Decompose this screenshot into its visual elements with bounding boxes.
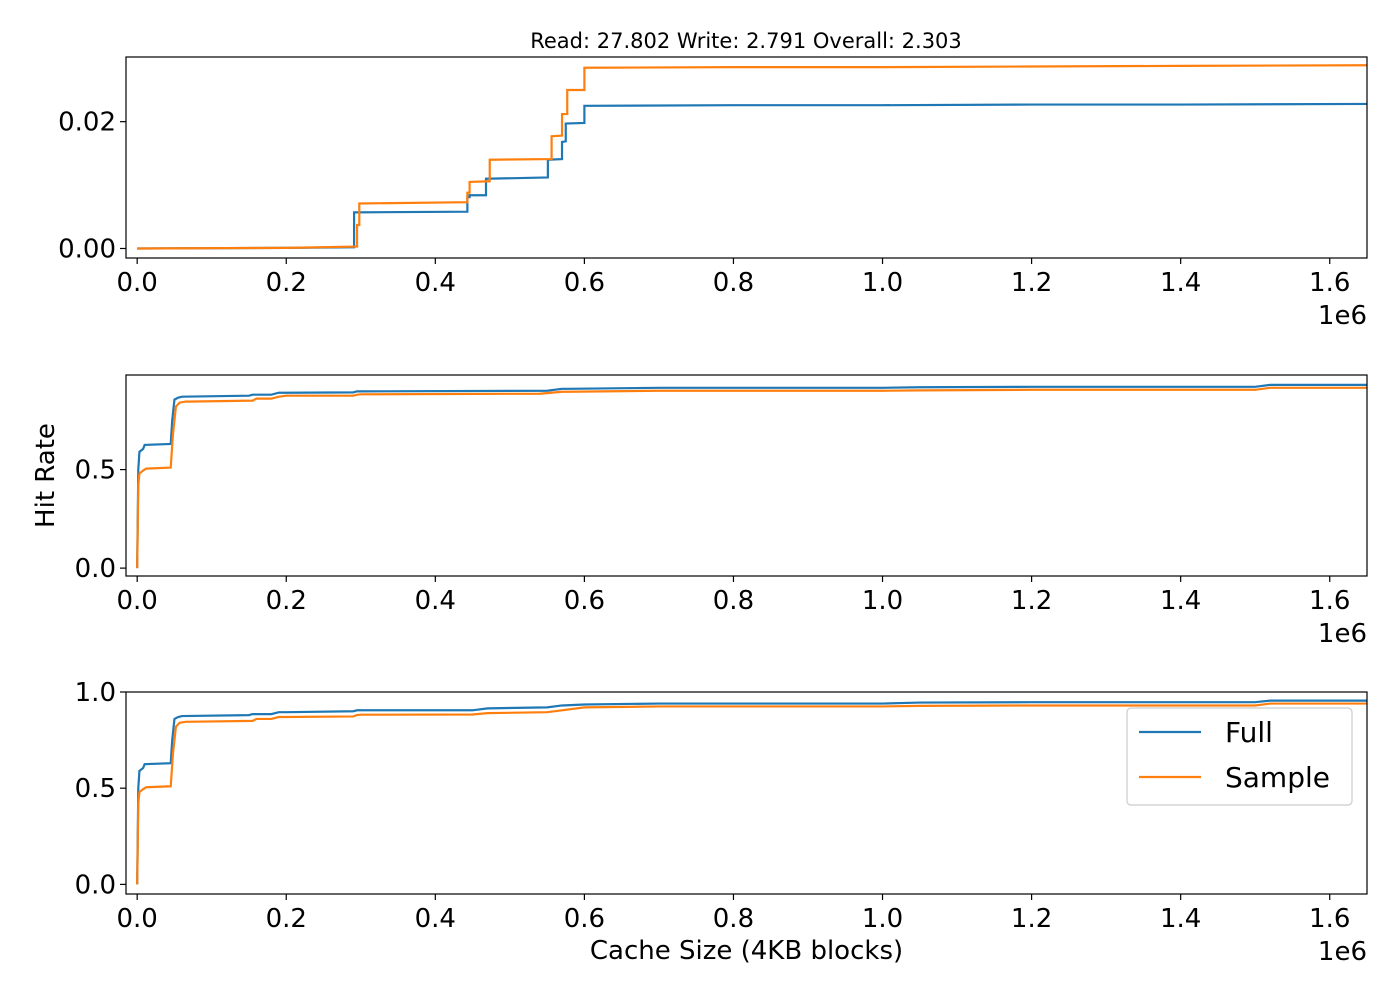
x-axis-label: Cache Size (4KB blocks) (590, 936, 903, 966)
x-tick-label: 1.4 (1160, 904, 1201, 934)
x-tick-label: 1.2 (1011, 268, 1052, 298)
axes-frame (125, 691, 1368, 895)
plot-area (137, 64, 1367, 250)
series-line-full (137, 102, 1367, 250)
plot-area (136, 699, 1367, 885)
x-tick-label: 0.4 (415, 904, 456, 934)
y-axis-label: Hit Rate (31, 423, 61, 528)
chart-title: Read: 27.802 Write: 2.791 Overall: 2.303 (530, 29, 962, 53)
legend: Full Sample (1126, 707, 1353, 806)
x-tick-label: 1.4 (1160, 268, 1201, 298)
axes-frame (125, 374, 1368, 577)
x-tick-label: 0.2 (266, 904, 307, 934)
x-tick-label: 0.0 (117, 904, 158, 934)
y-tick-label: 0.00 (58, 234, 116, 264)
series-line-sample (136, 702, 1367, 885)
x-tick-label: 0.6 (564, 904, 605, 934)
x-tick-label: 0.6 (564, 268, 605, 298)
x-tick-label: 1.0 (862, 586, 903, 616)
x-tick-label: 1.6 (1309, 586, 1350, 616)
x-tick-label: 1.6 (1309, 268, 1350, 298)
x-tick-label: 0.8 (713, 586, 754, 616)
x-offset-label: 1e6 (1318, 619, 1367, 649)
middle-panel-hit-rate-chart: 0.0 0.2 0.4 0.6 0.8 1.0 1.2 1.4 1.6 0.0 0.5 1e6 Hit … (31, 374, 1368, 649)
top-panel-cost-chart: 0.0 0.2 0.4 0.6 0.8 1.0 1.2 1.4 1.6 0.00 0.02 1e6 (58, 56, 1368, 331)
x-offset-label: 1e6 (1318, 301, 1367, 331)
legend-label: Sample (1225, 761, 1330, 794)
x-tick-label: 1.2 (1011, 904, 1052, 934)
bottom-panel-hit-rate-chart: 0.0 0.2 0.4 0.6 0.8 1.0 1.2 1.4 1.6 0.0 0.5 1.0 1e6 C… (75, 678, 1368, 967)
y-tick-label: 0.02 (58, 108, 116, 138)
x-tick-label: 0.2 (266, 268, 307, 298)
x-tick-label: 1.2 (1011, 586, 1052, 616)
legend-label: Full (1225, 716, 1273, 749)
axes-frame (125, 56, 1368, 259)
series-line-sample (136, 386, 1367, 569)
y-tick-label: 0.0 (75, 554, 116, 584)
x-tick-label: 0.4 (415, 586, 456, 616)
x-tick-label: 1.6 (1309, 904, 1350, 934)
y-tick-label: 0.0 (75, 870, 116, 900)
x-tick-label: 0.4 (415, 268, 456, 298)
x-tick-label: 0.6 (564, 586, 605, 616)
x-tick-label: 0.0 (117, 268, 158, 298)
series-line-full (136, 383, 1367, 569)
x-tick-label: 0.0 (117, 586, 158, 616)
y-tick-label: 1.0 (75, 678, 116, 708)
x-tick-label: 1.4 (1160, 586, 1201, 616)
plot-area (136, 383, 1367, 569)
x-tick-label: 0.8 (713, 904, 754, 934)
series-line-sample (137, 64, 1367, 250)
series-line-full (136, 699, 1367, 885)
x-offset-label: 1e6 (1318, 937, 1367, 967)
x-tick-label: 1.0 (862, 268, 903, 298)
y-tick-label: 0.5 (75, 774, 116, 804)
x-tick-label: 1.0 (862, 904, 903, 934)
x-tick-label: 0.8 (713, 268, 754, 298)
x-tick-label: 0.2 (266, 586, 307, 616)
y-tick-label: 0.5 (75, 456, 116, 486)
